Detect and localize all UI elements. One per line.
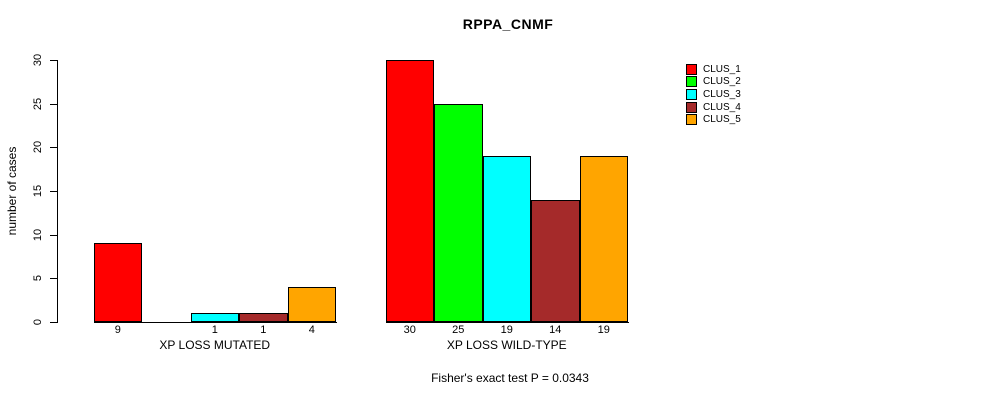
y-tick-label: 30 [32, 53, 44, 67]
y-tick-mark [50, 60, 57, 61]
bar-clus_1 [385, 60, 434, 322]
chart-title: RPPA_CNMF [462, 16, 554, 32]
legend-swatch-clus_4 [686, 101, 697, 113]
y-tick-label: 20 [32, 141, 44, 154]
bar-value-label: 9 [114, 324, 121, 336]
bar-clus_5 [579, 156, 628, 322]
y-tick-mark [50, 322, 57, 323]
y-axis-title: number of cases [5, 146, 19, 236]
legend-label: CLUS_4 [703, 101, 741, 113]
y-tick-mark [50, 234, 57, 236]
legend-item: CLUS_2 [686, 76, 741, 89]
legend-item: CLUS_4 [686, 101, 741, 114]
legend-item: CLUS_3 [686, 88, 741, 101]
legend-item: CLUS_5 [686, 113, 741, 126]
bar-value-label: 4 [308, 324, 315, 336]
bar-value-label: 1 [211, 324, 218, 336]
legend-swatch-clus_1 [686, 63, 697, 75]
y-tick-label: 15 [32, 184, 44, 198]
group-label: XP LOSS MUTATED [159, 338, 271, 352]
bar-clus_4 [239, 313, 288, 322]
legend-label: CLUS_3 [703, 88, 741, 100]
legend-item: CLUS_1 [686, 63, 741, 76]
y-tick-mark [50, 147, 57, 149]
y-tick-mark [50, 191, 57, 192]
group-baseline [385, 322, 629, 323]
y-tick-label: 5 [32, 275, 44, 282]
bar-value-label: 14 [549, 324, 562, 336]
bar-value-label: 19 [597, 324, 610, 336]
y-tick-mark [50, 278, 57, 280]
bar-value-label [142, 324, 191, 336]
legend-swatch-clus_2 [686, 76, 697, 88]
legend-swatch-clus_3 [686, 88, 697, 100]
y-tick-label: 0 [32, 318, 44, 326]
group-label: XP LOSS WILD-TYPE [446, 338, 567, 352]
y-tick-label: 25 [32, 97, 44, 110]
legend: CLUS_1 CLUS_2 CLUS_3 CLUS_4 CLUS_5 [686, 63, 741, 126]
legend-label: CLUS_5 [703, 114, 741, 126]
bar-clus_1 [93, 243, 142, 322]
y-tick-label: 10 [32, 228, 44, 241]
legend-label: CLUS_1 [703, 63, 741, 75]
y-tick-mark [50, 103, 57, 105]
legend-swatch-clus_5 [686, 114, 697, 126]
bar-clus_3 [190, 313, 239, 322]
bar-value-label: 1 [260, 324, 267, 336]
bar-clus_3 [482, 156, 531, 322]
fisher-test-annotation: Fisher's exact test P = 0.0343 [431, 371, 589, 385]
bar-clus_2 [434, 103, 483, 322]
legend-label: CLUS_2 [703, 76, 741, 88]
y-axis-line [57, 60, 58, 323]
bar-value-label: 30 [403, 324, 416, 336]
bar-clus_4 [531, 199, 580, 322]
group-baseline [93, 322, 337, 323]
bar-value-label: 19 [500, 324, 513, 336]
bar-clus_5 [287, 287, 336, 322]
bar-value-label: 25 [452, 324, 465, 336]
